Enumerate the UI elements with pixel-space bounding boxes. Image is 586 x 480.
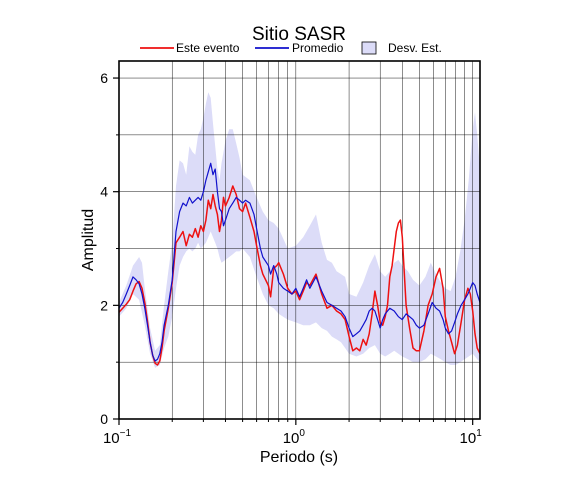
legend-swatch-patch <box>361 41 377 55</box>
series-layer <box>118 162 481 366</box>
plot-area: 10−1 100 101 0 2 4 6 <box>100 60 482 447</box>
legend-label: Promedio <box>292 41 344 55</box>
series-line-este-evento <box>118 185 481 366</box>
x-tick-label: 10−1 <box>103 428 132 447</box>
x-axis-label: Periodo (s) <box>260 449 338 466</box>
legend: Este evento Promedio Desv. Est. <box>140 41 442 55</box>
grid-layer <box>119 61 480 419</box>
plot-frame <box>118 60 481 420</box>
y-axis-label: Amplitud <box>80 209 97 271</box>
y-tick-label: 0 <box>100 411 108 427</box>
legend-label: Este evento <box>176 41 240 55</box>
y-tick-label: 4 <box>100 184 108 200</box>
x-tick-label: 100 <box>283 428 306 447</box>
x-tick-label: 101 <box>460 428 483 447</box>
chart-title: Sitio SASR <box>252 24 346 45</box>
y-tick-label: 6 <box>100 70 108 86</box>
std-band <box>119 92 480 368</box>
std-band-layer <box>119 92 480 368</box>
legend-label: Desv. Est. <box>388 41 442 55</box>
y-tick-label: 2 <box>100 297 108 313</box>
tick-layer: 10−1 100 101 0 2 4 6 <box>100 70 482 447</box>
series-line-promedio <box>118 162 481 362</box>
